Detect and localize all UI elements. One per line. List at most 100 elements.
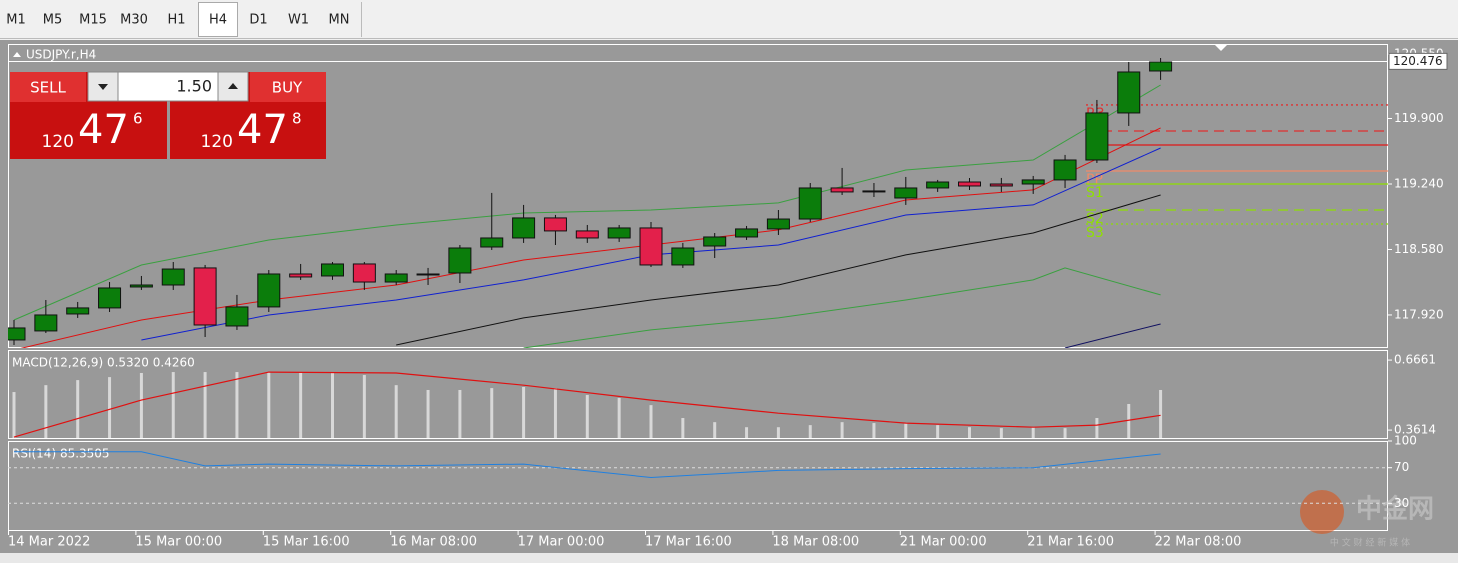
candle-body <box>862 190 886 193</box>
y-tick-label: 100 <box>1394 434 1417 448</box>
macd-bar <box>76 380 80 438</box>
candle-body <box>193 267 217 326</box>
timeframe-button[interactable]: W1 <box>288 13 309 28</box>
macd-bar <box>1095 418 1099 438</box>
macd-bar <box>904 423 908 438</box>
macd-bar <box>426 389 430 438</box>
y-tick-label: 0.6661 <box>1394 353 1436 367</box>
candle-body <box>575 230 599 239</box>
macd-bar <box>1063 428 1067 438</box>
macd-bar <box>872 423 876 438</box>
x-tick-label: 18 Mar 08:00 <box>772 535 859 550</box>
sell-button[interactable] <box>10 72 86 102</box>
candle-body <box>766 218 790 230</box>
rsi-line <box>14 451 1161 479</box>
x-tick-label: 15 Mar 00:00 <box>135 535 222 550</box>
macd-bar <box>649 405 653 438</box>
sell-label[interactable]: SELL <box>30 79 66 97</box>
macd-bar <box>235 372 239 438</box>
macd-bar <box>1159 389 1163 438</box>
x-tick-label: 17 Mar 00:00 <box>518 535 605 550</box>
macd-bar <box>936 425 940 438</box>
buy-label[interactable]: BUY <box>272 79 303 97</box>
lot-value[interactable]: 1.50 <box>176 77 212 96</box>
macd-bar <box>585 395 589 438</box>
timeframe-button[interactable]: H4 <box>209 13 227 28</box>
buy-button[interactable] <box>250 72 326 102</box>
macd-bar <box>12 392 16 438</box>
rsi-panel <box>8 441 1388 531</box>
candle-body <box>1021 179 1045 185</box>
down-arrow <box>98 84 108 90</box>
sell-price-big: 120 <box>42 132 74 152</box>
candle-body <box>543 217 567 232</box>
x-tick-label: 15 Mar 16:00 <box>263 535 350 550</box>
macd-bar <box>1127 403 1131 438</box>
macd-bar <box>999 428 1003 438</box>
macd-bar <box>490 388 494 438</box>
timeframe-button[interactable]: M1 <box>6 13 26 28</box>
candle-body <box>798 187 822 220</box>
price-tag <box>1388 52 1448 70</box>
timeframe-button[interactable]: M5 <box>43 13 63 28</box>
macd-bar <box>299 372 303 438</box>
collapse-icon <box>13 52 21 57</box>
macd-bar <box>681 418 685 438</box>
macd-signal <box>13 371 1161 438</box>
rsi-plot <box>8 451 1388 504</box>
pivot-label: S2 <box>1086 211 1104 227</box>
symbol-label: USDJPY.r,H4 <box>26 48 96 62</box>
timeframe-button[interactable]: D1 <box>249 13 267 28</box>
y-tick-label: 118.580 <box>1394 242 1444 256</box>
candle-body <box>926 181 950 189</box>
candle-body <box>703 236 727 247</box>
sell-price-pips: 47 <box>78 107 129 153</box>
macd-bar <box>203 372 207 438</box>
x-tick-label: 17 Mar 16:00 <box>645 535 732 550</box>
candle-body <box>321 263 344 277</box>
macd-bar <box>522 386 526 438</box>
toolbar <box>0 0 1458 39</box>
candle-body <box>384 273 408 283</box>
active-tab[interactable] <box>198 2 238 37</box>
candle-body <box>480 237 504 248</box>
main-panel <box>8 44 1388 348</box>
macd-bar <box>458 389 462 438</box>
candle-body <box>735 228 759 238</box>
macd-bar <box>1031 427 1035 438</box>
candle-body <box>671 247 695 266</box>
macd-bar <box>171 372 175 438</box>
shift-marker <box>1214 44 1228 51</box>
timeframe-button[interactable]: H1 <box>167 13 185 28</box>
candle-body <box>289 273 313 278</box>
x-tick-label: 21 Mar 00:00 <box>900 535 987 550</box>
candle-body <box>512 217 536 239</box>
macd-bar <box>617 398 621 438</box>
y-tick-label: 70 <box>1394 460 1409 474</box>
watermark-tagline: 中 文 财 经 新 媒 体 <box>1330 537 1410 549</box>
candle-body <box>8 327 26 341</box>
macd-bar <box>553 388 557 438</box>
candle-body <box>958 181 981 187</box>
y-tick-label: 119.900 <box>1394 111 1444 125</box>
macd-panel <box>8 350 1388 439</box>
candle-body <box>352 263 376 283</box>
timeframe-button[interactable]: MN <box>329 13 350 28</box>
candle-body <box>1117 71 1141 114</box>
macd-bar <box>44 385 48 438</box>
macd-bar <box>713 422 717 438</box>
indicator-line <box>523 267 1161 348</box>
candle-body <box>1149 61 1173 72</box>
y-tick-label: 0.3614 <box>1394 423 1436 437</box>
status-strip <box>0 553 1458 563</box>
timeframe-button[interactable]: M15 <box>79 13 107 28</box>
macd-plot <box>12 371 1163 438</box>
timeframe-button[interactable]: M30 <box>120 13 148 28</box>
macd-bar <box>394 385 398 438</box>
pivot-label: S3 <box>1086 225 1104 241</box>
pivot-label: S1 <box>1086 185 1104 201</box>
x-tick-label: 21 Mar 16:00 <box>1027 535 1114 550</box>
buy-price-pips: 47 <box>237 107 288 153</box>
macd-bar <box>139 372 143 438</box>
